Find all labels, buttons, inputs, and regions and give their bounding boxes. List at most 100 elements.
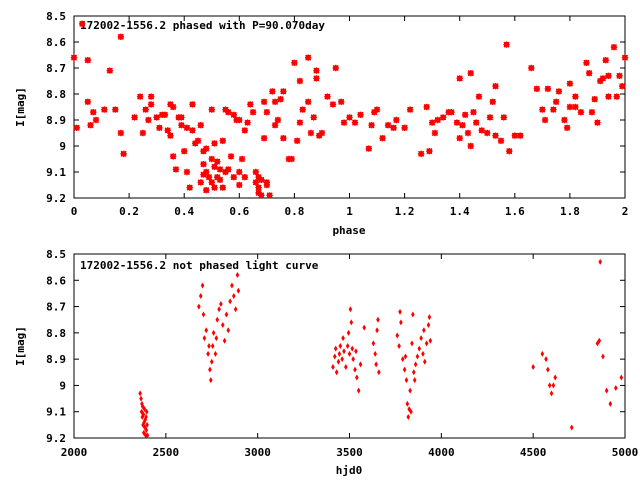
data-point	[411, 311, 415, 318]
data-point-star	[475, 93, 483, 100]
data-point-star	[555, 88, 563, 95]
data-point-star	[613, 93, 620, 100]
data-point-star	[357, 111, 364, 118]
data-point	[614, 385, 618, 392]
data-point-star	[365, 145, 372, 152]
y-tick-label: 8.7	[46, 62, 66, 75]
data-point	[144, 413, 148, 420]
data-point-star	[131, 114, 138, 121]
data-point-star	[464, 129, 472, 137]
y-tick-label: 9.2	[46, 432, 66, 445]
data-point-star	[147, 101, 155, 108]
data-points	[138, 258, 624, 439]
data-point	[546, 366, 550, 373]
data-point-star	[417, 150, 425, 157]
data-point	[547, 382, 552, 389]
data-point	[197, 303, 201, 310]
data-point	[375, 327, 379, 334]
data-point-star	[258, 176, 265, 183]
data-point-star	[340, 119, 348, 126]
data-point	[598, 258, 603, 265]
data-point	[142, 419, 146, 426]
data-point-star	[263, 181, 271, 189]
data-point	[374, 361, 378, 368]
data-point-star	[208, 179, 215, 186]
data-point-star	[307, 129, 315, 137]
y-tick-label: 9.1	[46, 166, 66, 179]
data-point-star	[269, 88, 276, 95]
data-point-star	[249, 109, 257, 116]
data-point-star	[211, 163, 218, 170]
data-point-star	[172, 166, 180, 173]
data-point-star	[456, 75, 463, 82]
data-point-star	[310, 114, 317, 121]
data-point	[549, 390, 554, 397]
data-point-star	[313, 75, 320, 82]
data-point	[140, 403, 145, 410]
data-point	[362, 324, 366, 331]
x-tick-label: 1	[346, 205, 353, 218]
data-point	[231, 293, 236, 300]
data-point-star	[167, 132, 174, 139]
unphased-light-curve-panel: 172002-1556.2 not phased light curve hjd…	[14, 248, 638, 477]
phased-light-curve-panel: 172002-1556.2 phased with P=90.070day ph…	[14, 10, 628, 237]
data-point-star	[197, 122, 204, 129]
data-point-star	[189, 127, 196, 134]
data-point-star	[448, 109, 455, 116]
data-point-star	[585, 70, 593, 77]
data-point-star	[299, 106, 306, 113]
data-point	[413, 361, 418, 368]
data-point	[428, 337, 433, 344]
data-point-star	[156, 124, 163, 131]
data-point-star	[616, 72, 623, 79]
data-point-star	[145, 116, 152, 124]
data-point	[377, 369, 381, 376]
data-point-star	[255, 184, 262, 191]
data-point-star	[219, 137, 226, 144]
data-point-star	[304, 54, 312, 61]
data-point-star	[205, 174, 213, 181]
data-point-star	[517, 132, 524, 139]
data-point-star	[216, 176, 224, 183]
y-tick-label: 8.7	[46, 301, 66, 314]
data-point	[334, 369, 339, 376]
data-point-star	[236, 181, 243, 189]
data-point	[338, 343, 343, 349]
data-point	[405, 400, 410, 407]
data-point-star	[338, 98, 345, 105]
data-point-star	[225, 166, 232, 173]
data-point-star	[462, 111, 469, 118]
x-tick-label: 2500	[153, 446, 180, 459]
data-point-star	[431, 129, 439, 137]
data-point	[141, 421, 145, 428]
data-point-star	[591, 96, 598, 103]
data-point-star	[277, 96, 284, 103]
axis-ticks: 2000 2500 3000 3500 4000 4500 5000 8.5 8.6 8.7 8.8…	[46, 248, 638, 459]
data-point	[224, 311, 229, 318]
data-point-star	[258, 192, 265, 199]
data-point-star	[208, 106, 215, 113]
data-point	[333, 353, 337, 360]
data-point	[350, 345, 355, 352]
data-point	[236, 287, 241, 294]
data-point-star	[346, 114, 353, 121]
data-point-star	[566, 103, 574, 111]
data-point	[344, 364, 348, 371]
data-point-star	[605, 72, 612, 79]
data-point-star	[222, 106, 229, 113]
data-point-star	[453, 119, 461, 126]
data-point	[351, 356, 355, 363]
data-point-star	[434, 116, 441, 124]
data-point	[143, 432, 148, 439]
data-point	[422, 327, 426, 334]
data-point	[608, 400, 613, 407]
data-point-star	[572, 103, 579, 111]
data-point	[406, 413, 411, 420]
data-point	[540, 350, 545, 357]
y-axis-label: I[mag]	[14, 87, 27, 127]
data-point-star	[528, 64, 535, 72]
data-point	[331, 364, 335, 371]
data-point-star	[390, 124, 397, 131]
data-point-star	[351, 119, 359, 126]
data-point-star	[178, 122, 185, 129]
